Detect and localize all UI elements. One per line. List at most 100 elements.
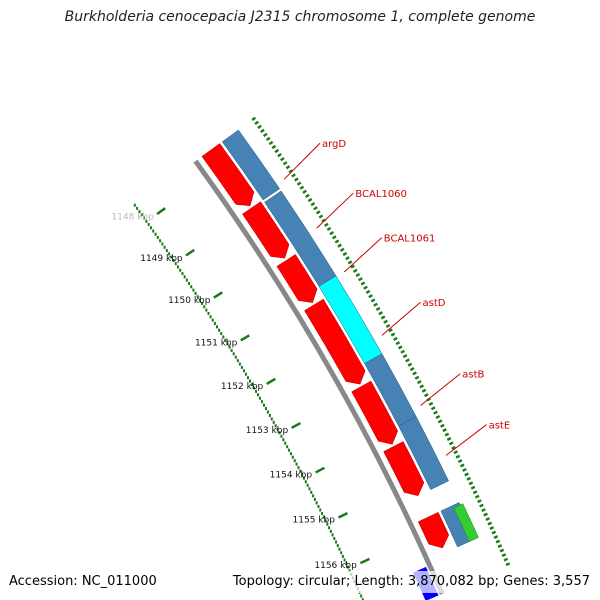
- gc-dot: [149, 226, 152, 230]
- minor-tick: [487, 521, 493, 526]
- gc-dot: [213, 321, 216, 325]
- major-tick: [315, 466, 326, 474]
- gc-dot: [226, 342, 229, 346]
- major-tick: [359, 557, 371, 565]
- gc-dot: [183, 275, 186, 279]
- minor-tick: [444, 432, 450, 437]
- gc-dot: [177, 265, 180, 269]
- gene-leader-line: [381, 301, 421, 336]
- minor-tick: [305, 193, 310, 199]
- backbone-line: [193, 159, 445, 595]
- minor-tick: [409, 367, 415, 372]
- minor-tick: [501, 553, 507, 558]
- gc-dot: [319, 508, 322, 512]
- gc-dot: [238, 362, 241, 366]
- gc-dot: [335, 540, 338, 544]
- minor-tick-track: [251, 116, 511, 567]
- minor-tick: [453, 450, 459, 455]
- scale-label: 1150 kbp: [168, 296, 211, 306]
- gc-dot: [207, 311, 210, 315]
- gc-dot: [255, 389, 258, 393]
- minor-tick: [365, 289, 371, 294]
- gene-leader-line: [343, 237, 383, 273]
- gc-dot: [163, 245, 166, 249]
- minor-tick: [485, 517, 490, 521]
- gc-dot: [301, 473, 304, 477]
- scale-label: 1154 kbp: [270, 470, 313, 480]
- minor-tick: [370, 298, 376, 303]
- minor-tick: [310, 202, 316, 207]
- minor-tick: [397, 345, 403, 350]
- scale-label: 1155 kbp: [293, 515, 336, 525]
- minor-tick: [459, 463, 465, 468]
- minor-tick: [363, 285, 368, 290]
- major-tick: [240, 334, 250, 342]
- gc-dot: [260, 400, 263, 404]
- gc-dot: [278, 431, 281, 435]
- minor-tick: [505, 562, 511, 567]
- gc-dot: [179, 268, 182, 272]
- minor-tick: [400, 349, 406, 354]
- minor-tick: [337, 243, 342, 248]
- gc-dot: [251, 383, 254, 387]
- scale-label: 1148 kbp: [111, 212, 154, 222]
- scale-label: 1152 kbp: [221, 382, 264, 392]
- gc-dot: [188, 281, 191, 285]
- minor-tick: [440, 423, 445, 428]
- gc-dot: [284, 441, 287, 445]
- gc-dot: [329, 529, 332, 533]
- gc-dot: [312, 494, 315, 498]
- gc-dot: [133, 203, 136, 207]
- minor-tick: [302, 189, 307, 194]
- major-tick: [213, 291, 223, 299]
- minor-tick: [437, 419, 443, 424]
- minor-tick: [360, 281, 366, 286]
- minor-tick: [375, 306, 381, 311]
- gene-label: astE: [489, 421, 511, 432]
- minor-tick: [271, 144, 277, 150]
- gc-dot: [361, 598, 364, 600]
- gc-dot: [262, 403, 265, 407]
- gc-dot: [253, 386, 256, 390]
- gc-dot: [143, 216, 146, 220]
- gc-dot: [138, 210, 141, 214]
- gene-label: astD: [423, 298, 446, 309]
- gc-dot: [185, 278, 188, 282]
- forward-gene-arrow: [351, 380, 399, 445]
- minor-tick: [355, 272, 361, 278]
- gc-dot: [159, 239, 162, 243]
- gc-dot: [209, 315, 212, 319]
- gc-dot: [297, 466, 300, 470]
- major-tick: [156, 207, 166, 215]
- gc-dot: [270, 417, 273, 421]
- scale-label: 1151 kbp: [195, 339, 238, 349]
- gc-dot: [203, 305, 206, 309]
- gc-dot: [196, 295, 199, 299]
- minor-tick: [430, 406, 436, 411]
- minor-tick: [291, 173, 296, 178]
- minor-tick: [331, 235, 337, 240]
- gc-dot: [321, 512, 324, 516]
- minor-tick: [373, 302, 378, 307]
- gc-dot: [147, 223, 150, 227]
- minor-tick: [462, 467, 467, 472]
- gc-dot: [154, 232, 157, 236]
- gc-dot: [240, 365, 243, 369]
- minor-tick: [433, 410, 438, 415]
- minor-tick: [254, 120, 259, 126]
- minor-tick: [350, 264, 355, 269]
- minor-tick: [383, 319, 388, 324]
- minor-tick: [323, 222, 329, 227]
- gene-label: BCAL1061: [384, 234, 436, 245]
- minor-tick: [315, 210, 321, 215]
- gene-leader-line: [316, 192, 354, 229]
- minor-tick: [464, 472, 469, 477]
- gc-dot: [343, 558, 346, 562]
- gc-dot: [230, 348, 233, 352]
- minor-tick: [345, 256, 350, 261]
- gc-dot: [274, 424, 277, 428]
- minor-tick: [435, 414, 441, 419]
- feature-track: [201, 129, 479, 600]
- gc-dot: [181, 272, 184, 276]
